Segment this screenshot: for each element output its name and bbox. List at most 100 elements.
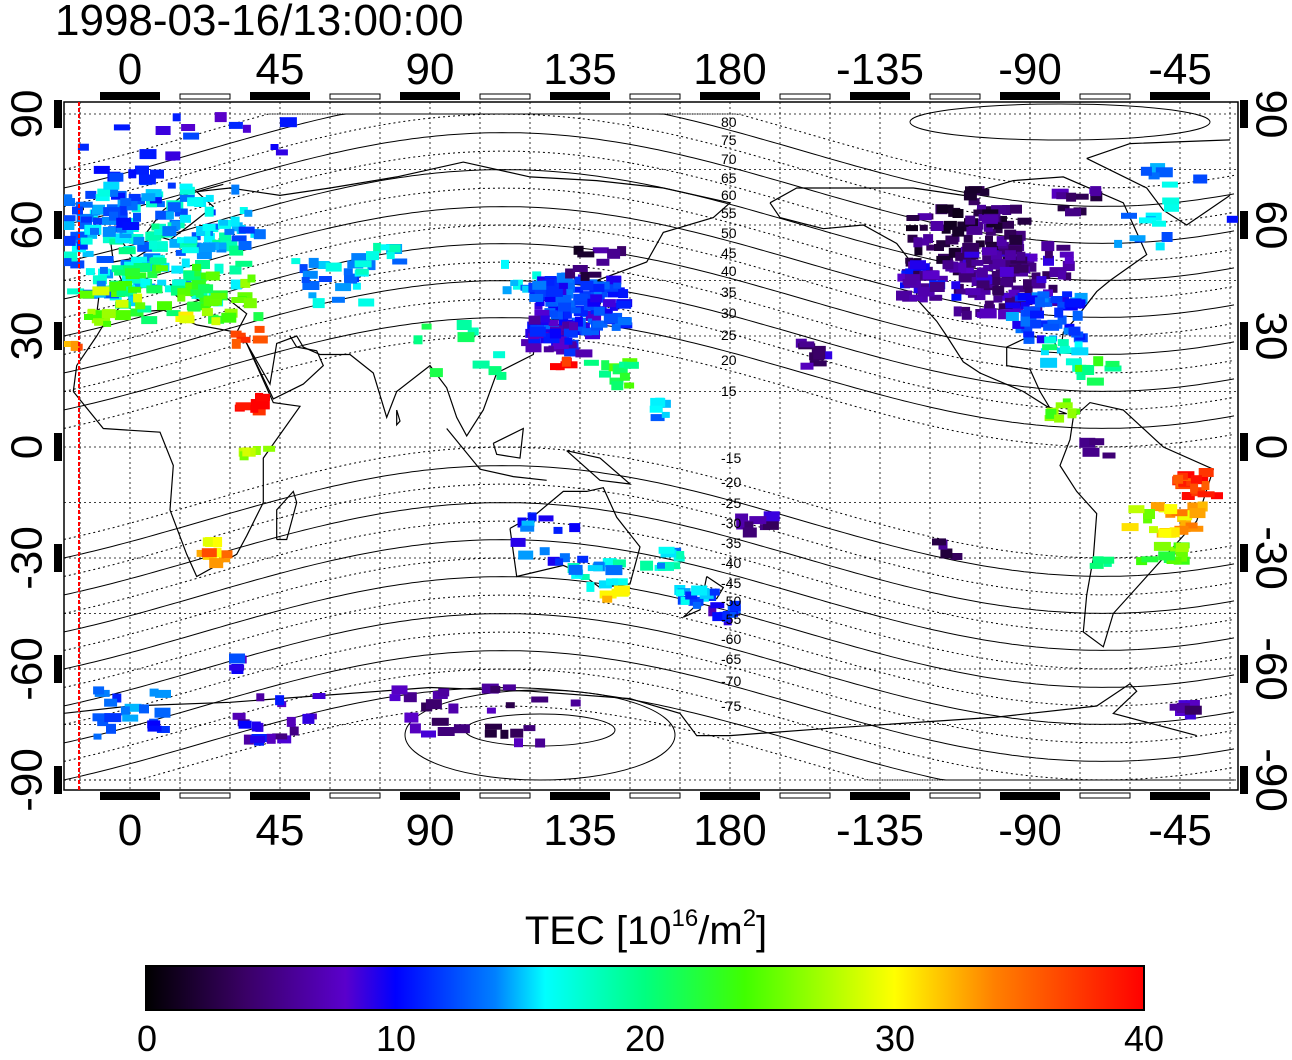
tec-pixel — [611, 578, 628, 586]
tec-pixel — [587, 565, 603, 572]
tec-pixel — [904, 274, 920, 282]
tec-pixel — [973, 209, 984, 217]
mag-contour — [64, 465, 1235, 577]
tec-pixel — [650, 414, 665, 422]
tec-pixel — [183, 236, 197, 244]
tec-pixel — [618, 289, 629, 299]
tec-pixel — [88, 310, 105, 319]
tec-pixel — [138, 174, 156, 185]
tec-pixel — [87, 308, 96, 315]
lat-tick-label-left: 60 — [3, 201, 52, 250]
contour-label: 55 — [721, 205, 737, 221]
tec-pixel — [1009, 234, 1023, 245]
tec-pixel — [558, 281, 568, 289]
lon-tick-label-bottom: 180 — [693, 806, 766, 855]
tec-pixel — [409, 723, 421, 734]
tec-pixel — [965, 215, 976, 225]
tec-pixel — [154, 223, 166, 232]
tec-pixel — [64, 221, 75, 230]
tec-pixel — [92, 204, 105, 215]
tec-pixel — [990, 251, 1002, 261]
tec-pixel — [593, 306, 605, 316]
tec-pixel — [617, 246, 627, 257]
tec-pixel — [1059, 251, 1074, 258]
tec-pixel — [146, 285, 163, 294]
contour-label: -15 — [721, 450, 741, 466]
tec-pixel — [90, 227, 99, 235]
tec-pixel — [331, 296, 345, 303]
tec-pixel — [113, 124, 130, 131]
tec-pixel — [596, 258, 610, 266]
contour-label: -65 — [721, 651, 741, 667]
tec-pixel — [308, 292, 317, 299]
lat-tick-label-left: 90 — [3, 90, 52, 139]
tec-pixel — [992, 285, 1004, 296]
contour-label: -20 — [721, 474, 741, 490]
tec-pixel — [1036, 335, 1046, 344]
tec-pixel — [205, 271, 220, 281]
tec-pixel — [179, 186, 195, 195]
tec-pixel — [545, 295, 562, 302]
tec-pixel — [351, 253, 368, 262]
lat-tick-label-left: -60 — [3, 637, 52, 701]
tec-pixel — [657, 562, 665, 569]
tec-pixel — [611, 320, 621, 331]
tec-pixel — [1064, 298, 1082, 308]
tec-pixel — [97, 188, 112, 197]
tec-pixel — [813, 349, 826, 360]
lat-tick-label-left: 0 — [3, 435, 52, 459]
tec-pixel — [936, 204, 954, 214]
tec-pixel — [92, 217, 104, 225]
tec-pixel — [198, 284, 214, 294]
tec-pixel — [510, 280, 519, 286]
tec-pixel — [910, 260, 926, 270]
tec-pixel — [534, 302, 543, 310]
tec-pixel — [392, 258, 408, 265]
tec-pixel — [993, 227, 1003, 234]
tec-pixel — [968, 198, 980, 206]
tec-pixel — [238, 720, 252, 729]
tec-pixel — [971, 259, 984, 266]
tec-pixel — [302, 713, 315, 724]
tec-pixel — [585, 311, 595, 321]
tec-pixel — [1054, 307, 1064, 318]
tec-pixel — [1025, 295, 1038, 305]
tec-pixel — [574, 299, 589, 306]
tec-pixel — [1105, 360, 1120, 367]
tec-pixel — [93, 165, 110, 174]
tec-pixel — [762, 519, 779, 530]
tec-pixel — [1008, 289, 1020, 300]
tec-pixel — [602, 595, 613, 603]
tec-pixel — [1169, 703, 1178, 711]
contour-label: 35 — [721, 284, 737, 300]
tec-pixel — [1045, 408, 1057, 419]
tec-pixel — [601, 360, 610, 371]
tec-pixel — [82, 250, 94, 257]
tec-pixel — [172, 279, 187, 288]
tec-pixel — [366, 251, 379, 261]
tec-pixel — [103, 181, 120, 190]
tec-pixel — [252, 405, 266, 416]
tec-pixel — [373, 242, 382, 253]
tec-pixel — [119, 205, 128, 216]
tec-pixel — [391, 685, 408, 695]
tec-pixel — [1158, 528, 1172, 538]
tec-pixel — [677, 588, 691, 596]
tec-pixel — [1059, 345, 1070, 354]
tec-pixel — [228, 121, 243, 129]
tec-pixel — [907, 234, 918, 243]
tec-pixel — [1044, 248, 1053, 259]
tec-pixel — [602, 299, 616, 308]
tec-pixel — [1023, 331, 1035, 338]
tec-pixel — [147, 720, 161, 729]
tec-pixel — [1165, 510, 1176, 518]
tec-pixel — [592, 247, 609, 254]
tec-pixel — [130, 308, 144, 317]
tec-pixel — [106, 723, 116, 734]
tec-pixel — [1093, 356, 1104, 367]
tec-pixel — [1050, 296, 1063, 303]
tec-pixel — [1152, 220, 1166, 227]
tec-pixel — [573, 293, 589, 301]
tec-pixel — [135, 165, 149, 175]
tec-pixel — [607, 248, 621, 259]
